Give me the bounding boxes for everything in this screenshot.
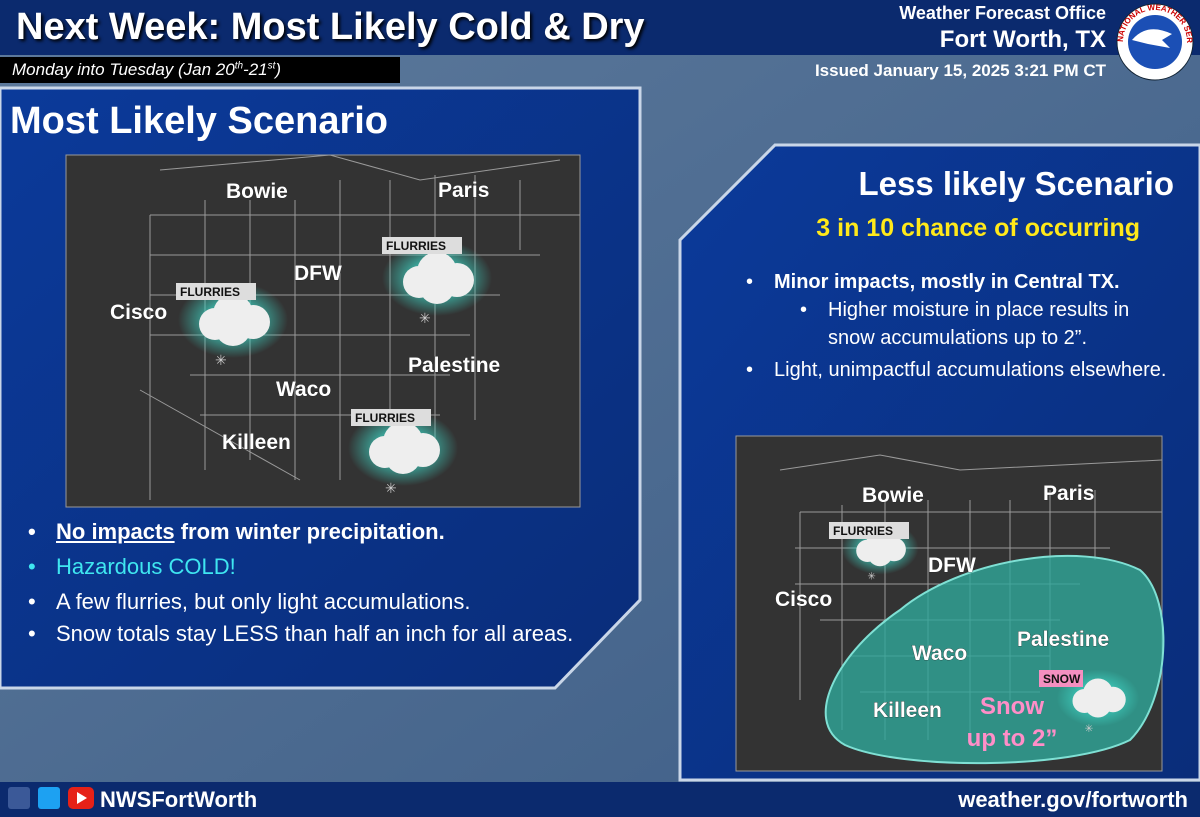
left-bullets: No impacts from winter precipitation. Ha… (22, 514, 582, 649)
right-heading: Less likely Scenario (858, 165, 1174, 202)
issued: Issued January 15, 2025 3:21 PM CT (814, 61, 1106, 80)
sub-bullet: Higher moisture in place results in snow… (794, 296, 1180, 352)
cloud (419, 268, 455, 304)
badge-box (351, 409, 431, 426)
city-label: Cisco (110, 301, 167, 324)
badge-box (382, 237, 462, 254)
subtitle-end: ) (275, 60, 282, 79)
snowflake: ✳ (419, 310, 431, 326)
left-heading: Most Likely Scenario (10, 100, 389, 142)
bullet-underlined: No impacts (56, 519, 175, 544)
right-cities: ✳ ✳ FLURRIES SNOW Bowie Paris DFW Cisco Palestin… (775, 482, 1140, 752)
city-label: Palestine (1017, 628, 1109, 651)
twitter-icon (38, 787, 60, 809)
city-label: Waco (276, 378, 331, 401)
snow-label: up to 2” (967, 725, 1058, 752)
city-label: Cisco (775, 588, 832, 611)
youtube-play (77, 792, 87, 804)
city-label: Palestine (408, 354, 500, 377)
badge-label: FLURRIES (355, 411, 415, 425)
footer-band (0, 782, 1200, 817)
cloud (215, 310, 251, 346)
city-label: Killeen (873, 699, 942, 722)
cloud (1084, 690, 1112, 718)
snowflake: ✳ (867, 572, 875, 583)
badge-label: FLURRIES (833, 524, 893, 538)
bullet: No impacts from winter precipitation. (22, 514, 582, 549)
subtitle: Monday into Tuesday (Jan 20th-21st) (12, 60, 281, 80)
bullet: Minor impacts, mostly in Central TX. Hig… (740, 268, 1180, 352)
header-band (0, 0, 1200, 55)
right-bullets: Minor impacts, mostly in Central TX. Hig… (740, 268, 1180, 384)
bullet: A few flurries, but only light accumulat… (22, 584, 582, 619)
bullet: Hazardous COLD! (22, 549, 582, 584)
badge-label: SNOW (1043, 672, 1081, 686)
badge-label: FLURRIES (386, 239, 446, 253)
handle: NWSFortWorth (100, 787, 258, 812)
url: weather.gov/fortworth (958, 787, 1188, 812)
subtitle-sup: th (234, 60, 244, 72)
bullet-rest: from winter precipitation. (174, 519, 445, 544)
bullet-bold: Minor impacts, mostly in Central TX. (774, 271, 1120, 293)
title: Next Week: Most Likely Cold & Dry (16, 6, 645, 48)
city-label: Paris (438, 179, 489, 202)
badge-label: FLURRIES (180, 285, 240, 299)
badge-box (1039, 670, 1083, 687)
city-label: DFW (294, 262, 342, 285)
left-map (65, 154, 581, 508)
city-label: Paris (1043, 482, 1094, 505)
subtitle-text: Monday into Tuesday (Jan 20 (12, 60, 235, 79)
sub-bullets: Higher moisture in place results in snow… (794, 296, 1180, 352)
cloud (385, 438, 421, 474)
snow-label: Snow (980, 693, 1044, 720)
subtitle-sup: st (267, 60, 276, 72)
subtitle-band (0, 57, 400, 83)
badge-box (176, 283, 256, 300)
cloud (867, 541, 893, 567)
snowflake: ✳ (215, 352, 227, 368)
city-label: Killeen (222, 431, 291, 454)
chance: 3 in 10 chance of occurring (816, 214, 1140, 242)
city-label: Bowie (862, 484, 924, 507)
snowflake: ✳ (1085, 723, 1094, 735)
left-cities: ✳ ✳ ✳ FLURRIES FLURRIES FLURRIES Bowie Paris DFW… (110, 179, 501, 496)
location: Fort Worth, TX (939, 26, 1106, 53)
snowflake: ✳ (385, 480, 397, 496)
city-label: DFW (928, 554, 976, 577)
facebook-icon (8, 787, 30, 809)
badge-box (829, 522, 909, 539)
city-label: Bowie (226, 180, 288, 203)
city-label: Waco (912, 642, 967, 665)
bullet: Light, unimpactful accumulations elsewhe… (740, 356, 1180, 384)
bullet: Snow totals stay LESS than half an inch … (22, 619, 582, 649)
office: Weather Forecast Office (899, 3, 1106, 23)
subtitle-mid: -21 (243, 60, 268, 79)
